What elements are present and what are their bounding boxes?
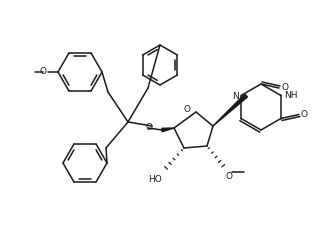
Polygon shape [213,94,248,126]
Text: O: O [226,172,233,181]
Text: O: O [281,83,288,92]
Text: O: O [40,68,47,76]
Text: HO: HO [148,175,162,184]
Text: O: O [146,122,152,131]
Text: N: N [232,92,239,101]
Text: O: O [301,110,308,119]
Polygon shape [162,128,174,132]
Text: NH: NH [284,91,297,100]
Text: O: O [183,106,191,115]
